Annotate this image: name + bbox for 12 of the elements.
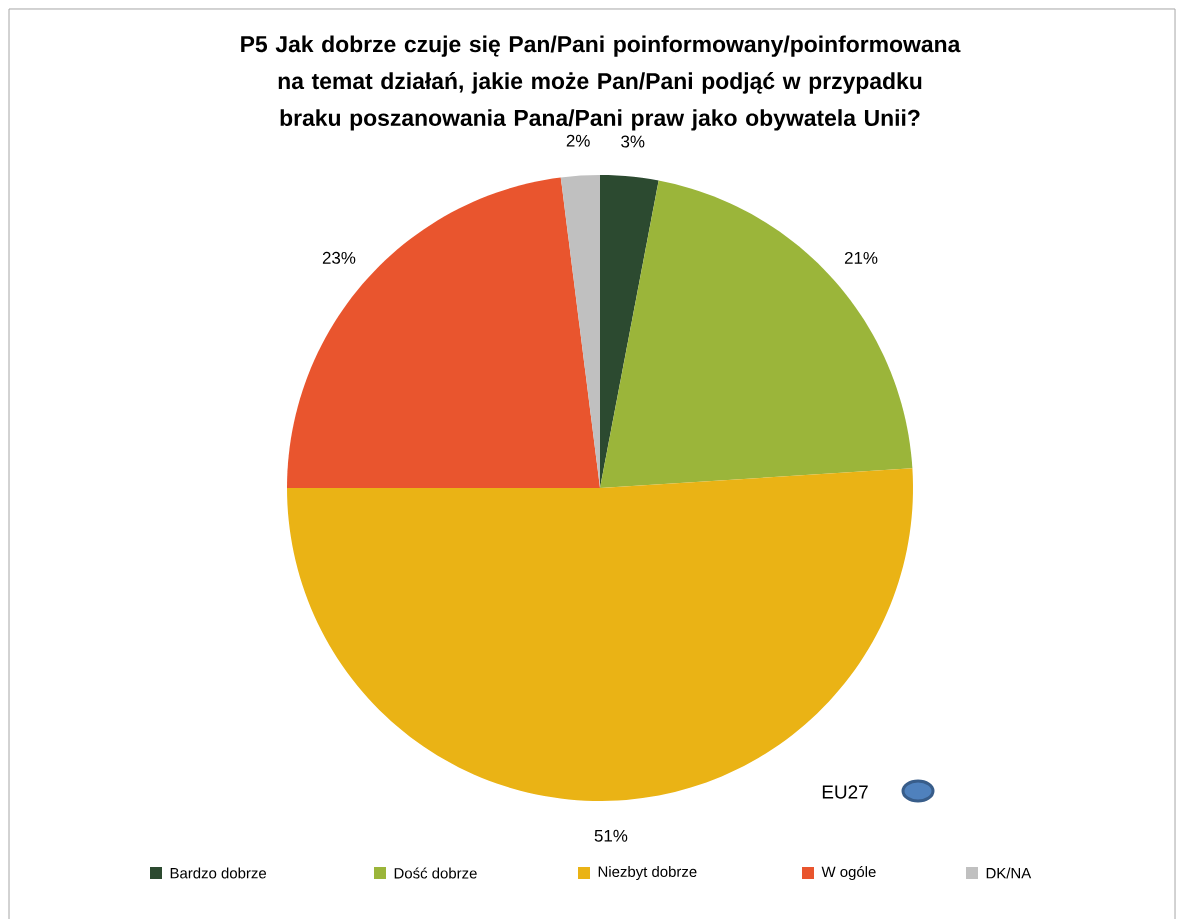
legend-label: Niezbyt dobrze	[598, 866, 697, 880]
data-label: 3%	[621, 135, 645, 148]
legend-label: Bardzo dobrze	[170, 867, 267, 879]
data-label: 2%	[566, 134, 590, 147]
legend-label: DK/NA	[986, 867, 1032, 879]
legend-label: Dość dobrze	[394, 867, 477, 879]
data-label: 21%	[844, 251, 878, 264]
data-label: 51%	[594, 829, 628, 842]
chart-title: P5 Jak dobrze czuje się Pan/Pani poinformowany/poinformowana na temat działań, jakie może Pan/Pani podjąć w przypadku braku poszanowania Pana/Pani praw jako obywatela Unii?	[241, 35, 961, 131]
legend-label: W ogóle	[821, 865, 876, 881]
text: EU27	[822, 785, 868, 799]
data-label: 23%	[322, 251, 356, 264]
